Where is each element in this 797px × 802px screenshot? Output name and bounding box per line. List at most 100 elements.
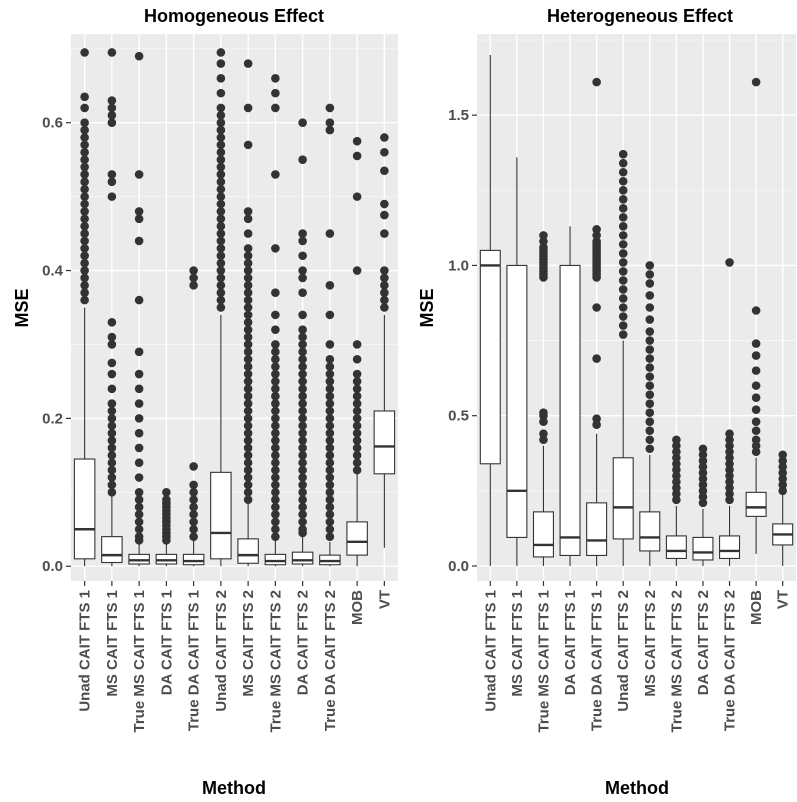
box [719, 535, 741, 560]
outlier-point [80, 170, 89, 179]
boxplot-8 [665, 435, 687, 566]
outlier-point [618, 285, 628, 294]
outlier-point [216, 48, 226, 57]
boxplot-11 [346, 136, 368, 567]
outlier-point [216, 251, 226, 261]
outlier-point [298, 229, 307, 238]
outlier-point [725, 453, 734, 463]
outlier-point [698, 456, 708, 466]
outlier-point [325, 118, 335, 128]
outlier-point [134, 384, 144, 394]
outlier-point [352, 458, 362, 468]
outlier-point [778, 450, 788, 460]
outlier-point [80, 258, 89, 268]
boxplot-2 [101, 48, 123, 567]
outlier-point [325, 406, 335, 416]
outlier-point [380, 288, 389, 298]
box [559, 264, 581, 557]
y-tick-label: 0.6 [42, 115, 63, 132]
plot-background [477, 34, 796, 581]
outlier-point [645, 381, 655, 390]
outlier-point [698, 486, 708, 496]
outlier-point [380, 281, 389, 290]
outlier-point [107, 406, 117, 416]
outlier-point [107, 384, 117, 394]
y-tick-label: 0.4 [42, 263, 64, 280]
outlier-point [645, 270, 655, 279]
outlier-point [539, 243, 548, 252]
outlier-point [325, 428, 335, 438]
outlier-point [751, 447, 761, 457]
outlier-point [645, 315, 655, 324]
outlier-point [216, 118, 226, 128]
outlier-point [325, 487, 335, 497]
outlier-point [352, 369, 362, 379]
outlier-point [751, 441, 761, 451]
outlier-point [80, 133, 89, 142]
outlier-point [778, 480, 788, 490]
x-tick-label: VT [775, 590, 792, 609]
outlier-point [189, 495, 198, 504]
box [101, 536, 123, 564]
outlier-point [243, 303, 253, 312]
outlier-point [80, 103, 89, 113]
outlier-point [271, 399, 280, 408]
outlier-point [107, 170, 117, 179]
outlier-point [134, 443, 144, 453]
outlier-point [134, 51, 144, 61]
outlier-point [80, 92, 89, 102]
outlier-point [243, 288, 253, 298]
outlier-point [271, 517, 280, 527]
outlier-point [298, 524, 307, 534]
outlier-point [243, 266, 253, 275]
outlier-point [325, 229, 335, 238]
outlier-point [134, 524, 144, 534]
outlier-point [134, 428, 144, 438]
outlier-point [134, 347, 144, 357]
x-tick-label: DA CAIT FTS 2 [695, 590, 712, 695]
outlier-point [271, 170, 280, 179]
outlier-point [189, 281, 198, 290]
x-tick-label: True MS CAIT FTS 1 [535, 590, 552, 733]
outlier-point [243, 495, 253, 504]
outlier-point [243, 340, 253, 349]
box [291, 551, 314, 565]
outlier-point [592, 77, 601, 87]
outlier-point [243, 332, 253, 342]
outlier-point [243, 310, 253, 320]
outlier-point [325, 391, 335, 401]
outlier-point [645, 363, 655, 372]
boxplots [73, 48, 396, 567]
outlier-point [698, 492, 708, 502]
outlier-point [618, 204, 628, 213]
boxplot-12 [772, 450, 794, 566]
outlier-point [298, 414, 307, 423]
outlier-point [216, 133, 226, 142]
outlier-point [725, 441, 734, 451]
outlier-point [298, 340, 307, 349]
x-tick-label: MOB [349, 590, 366, 625]
outlier-point [325, 524, 335, 534]
outlier-point [243, 317, 253, 327]
outlier-point [751, 366, 761, 375]
outlier-point [271, 384, 280, 394]
outlier-point [380, 273, 389, 283]
outlier-point [107, 340, 117, 349]
boxplot-9 [692, 444, 714, 566]
outlier-point [592, 414, 601, 424]
outlier-point [162, 487, 171, 497]
outlier-point [216, 295, 226, 305]
outlier-point [298, 465, 307, 475]
outlier-point [325, 414, 335, 423]
x-tick-label: DA CAIT FTS 2 [295, 590, 312, 695]
outlier-point [243, 59, 253, 68]
box [264, 553, 287, 566]
outlier-point [243, 229, 253, 238]
boxplot-7 [639, 261, 661, 566]
outlier-point [380, 303, 389, 312]
outlier-point [107, 111, 117, 120]
outlier-point [672, 483, 681, 493]
outlier-point [672, 447, 681, 457]
outlier-point [698, 468, 708, 478]
outlier-point [216, 266, 226, 275]
